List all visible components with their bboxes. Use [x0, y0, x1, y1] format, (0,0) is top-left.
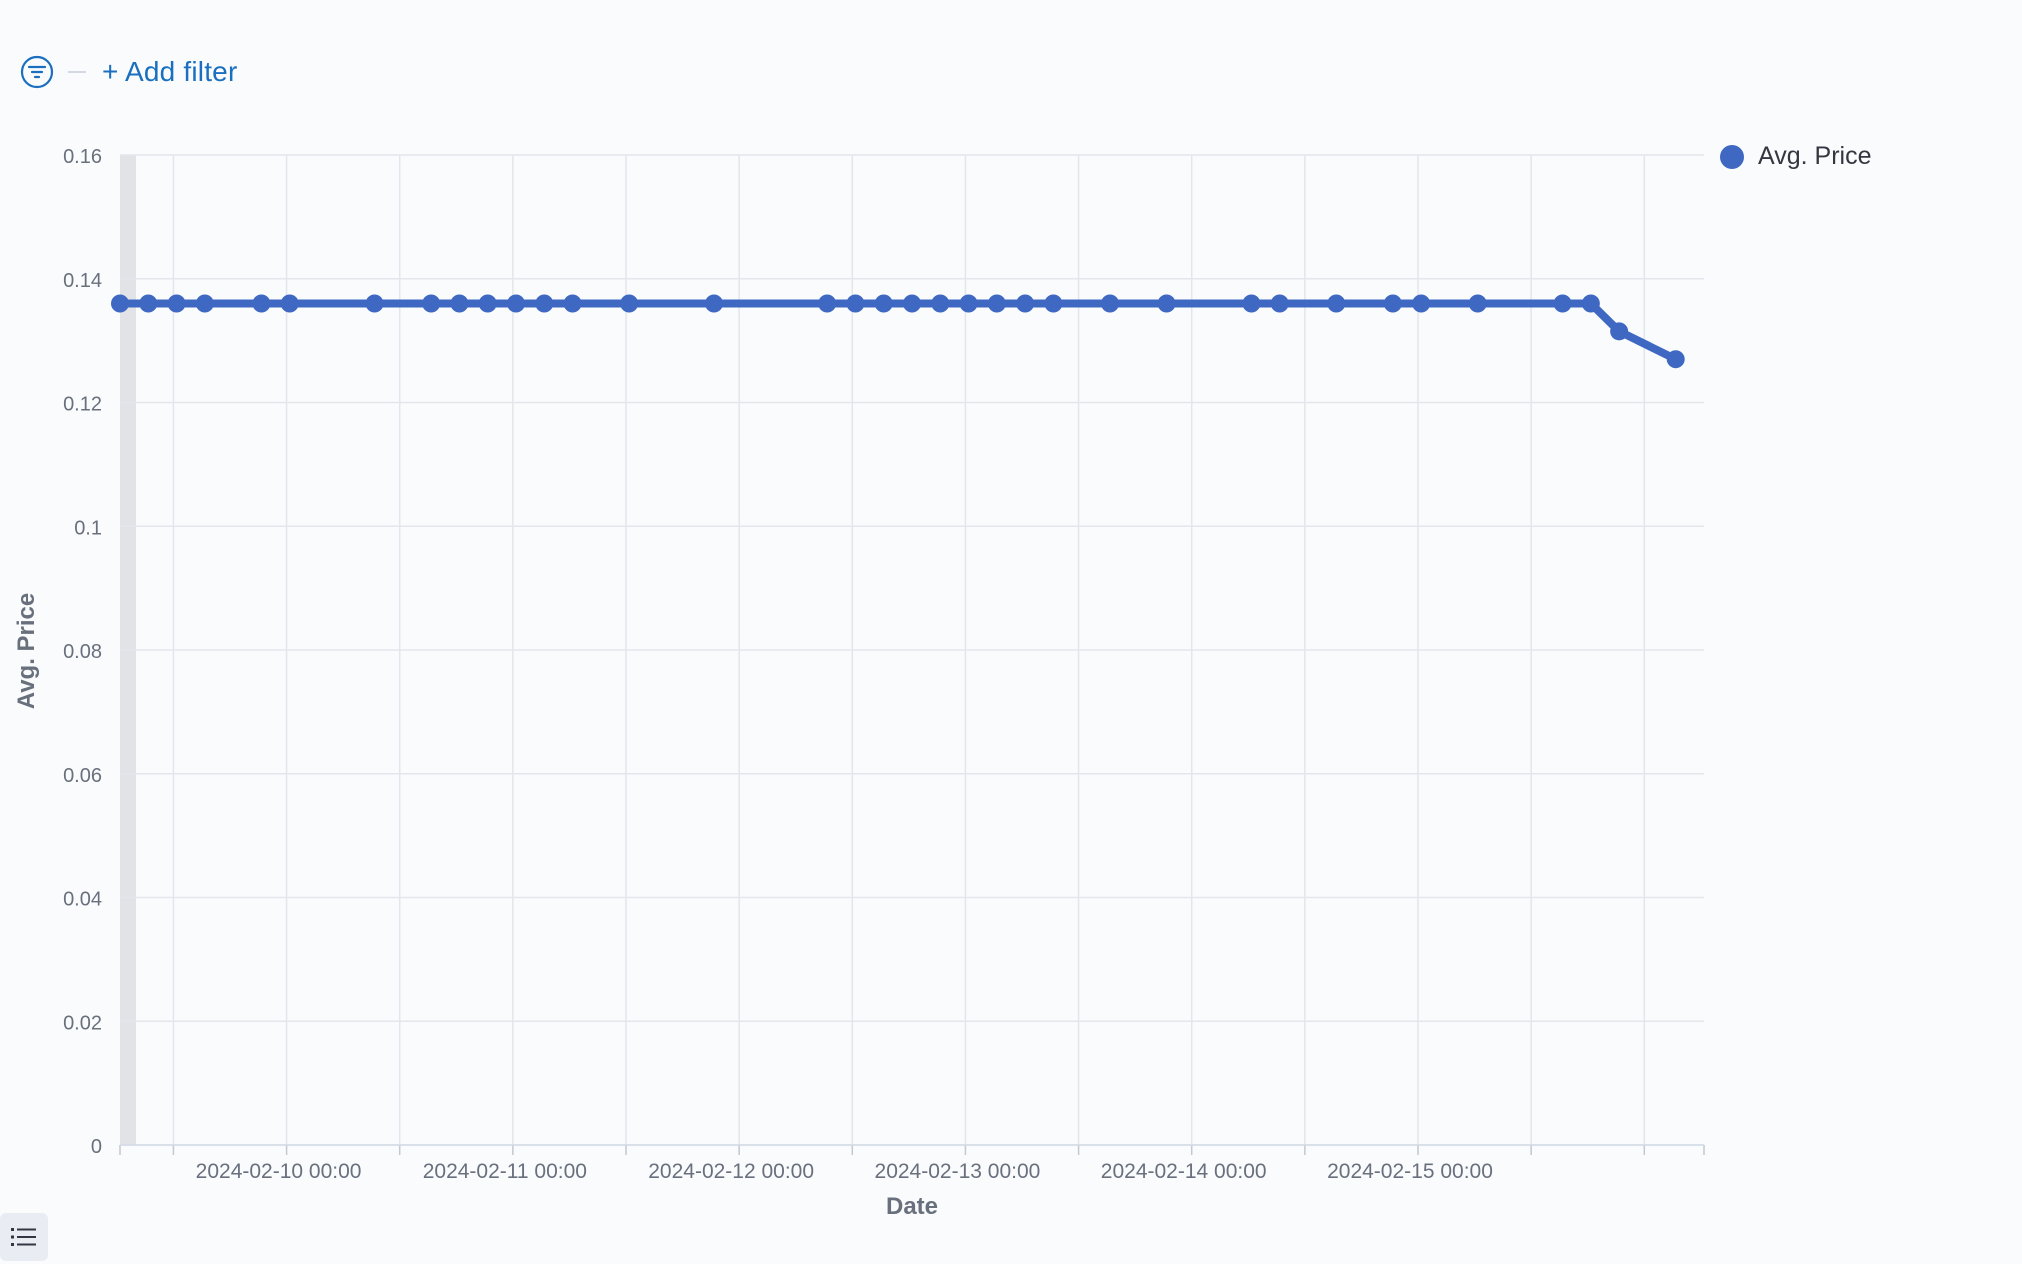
data-point[interactable]: [111, 294, 129, 313]
data-point[interactable]: [1016, 294, 1035, 313]
data-point[interactable]: [195, 294, 214, 313]
data-point[interactable]: [846, 294, 865, 313]
data-point[interactable]: [478, 294, 497, 313]
y-tick-label: 0.04: [63, 889, 102, 911]
x-tick-label: 2024-02-11 00:00: [423, 1160, 587, 1183]
data-point[interactable]: [1101, 294, 1119, 313]
y-tick-label: 0.1: [74, 517, 102, 539]
list-icon: [11, 1228, 36, 1246]
x-tick-label: 2024-02-14 00:00: [1101, 1160, 1267, 1183]
chart-series: [111, 294, 1685, 369]
data-point[interactable]: [959, 294, 978, 313]
x-tick-label: 2024-02-13 00:00: [875, 1160, 1041, 1183]
legend-label: Avg. Price: [1758, 142, 1872, 170]
data-point[interactable]: [1270, 294, 1289, 313]
y-tick-label: 0: [91, 1136, 102, 1158]
series-line: [116, 299, 1680, 364]
y-tick-label: 0.02: [63, 1012, 102, 1034]
data-point[interactable]: [1242, 294, 1261, 313]
data-point[interactable]: [507, 294, 525, 313]
x-tick-label: 2024-02-15 00:00: [1327, 1160, 1493, 1183]
data-point[interactable]: [705, 294, 723, 313]
filter-options-icon[interactable]: [20, 55, 54, 89]
legend-color-swatch: [1720, 144, 1744, 169]
x-tick-label: 2024-02-10 00:00: [196, 1160, 362, 1183]
y-tick-label: 0.12: [63, 394, 102, 416]
data-point[interactable]: [1327, 294, 1346, 313]
y-axis-label: Avg. Price: [13, 593, 40, 710]
data-point[interactable]: [931, 294, 950, 313]
data-point[interactable]: [1553, 294, 1572, 313]
y-tick-label: 0.14: [63, 270, 102, 292]
data-point[interactable]: [1044, 294, 1063, 313]
y-tick-label: 0.16: [63, 146, 102, 168]
data-point[interactable]: [252, 294, 271, 313]
data-point[interactable]: [1157, 294, 1176, 313]
data-point[interactable]: [1468, 294, 1487, 313]
y-tick-label: 0.08: [63, 641, 102, 663]
data-point[interactable]: [422, 294, 441, 313]
data-point[interactable]: [1383, 294, 1402, 313]
legend-item[interactable]: Avg. Price: [1720, 142, 1871, 171]
data-point[interactable]: [1581, 294, 1600, 313]
data-point[interactable]: [280, 294, 299, 313]
data-point[interactable]: [903, 294, 921, 313]
x-tick-label: 2024-02-12 00:00: [648, 1160, 814, 1183]
data-point[interactable]: [167, 294, 186, 313]
data-point[interactable]: [535, 294, 554, 313]
data-point[interactable]: [365, 294, 384, 313]
data-point[interactable]: [1412, 294, 1431, 313]
data-point[interactable]: [1610, 322, 1629, 341]
data-point[interactable]: [874, 294, 893, 313]
data-point[interactable]: [563, 294, 582, 313]
data-point[interactable]: [139, 294, 158, 313]
filter-bar: + Add filter: [20, 48, 237, 96]
y-tick-label: 0.06: [63, 765, 102, 787]
add-filter-button[interactable]: + Add filter: [102, 56, 238, 87]
data-point[interactable]: [987, 294, 1006, 313]
filter-separator: [68, 71, 86, 73]
x-axis-label: Date: [886, 1193, 938, 1220]
legend-toggle-button[interactable]: [0, 1213, 48, 1261]
chart-axes: 0 0.02 0.04 0.06 0.08 0.1 0.12 0.14 0.16 2024-02-…: [63, 146, 1705, 1183]
data-point[interactable]: [1666, 350, 1685, 369]
data-point[interactable]: [818, 294, 837, 313]
data-point[interactable]: [620, 294, 639, 313]
data-point[interactable]: [450, 294, 469, 313]
